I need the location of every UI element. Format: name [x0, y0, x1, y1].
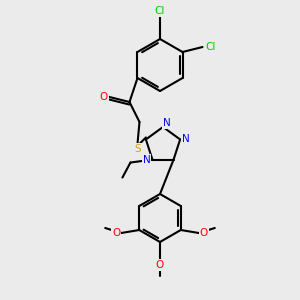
Text: O: O [99, 92, 108, 102]
Text: O: O [112, 228, 120, 238]
Text: N: N [142, 154, 150, 165]
Text: Cl: Cl [205, 42, 216, 52]
Text: N: N [182, 134, 190, 144]
Text: O: O [200, 228, 208, 238]
Text: S: S [134, 144, 141, 154]
Text: Cl: Cl [155, 6, 165, 16]
Text: N: N [163, 118, 171, 128]
Text: O: O [156, 260, 164, 270]
